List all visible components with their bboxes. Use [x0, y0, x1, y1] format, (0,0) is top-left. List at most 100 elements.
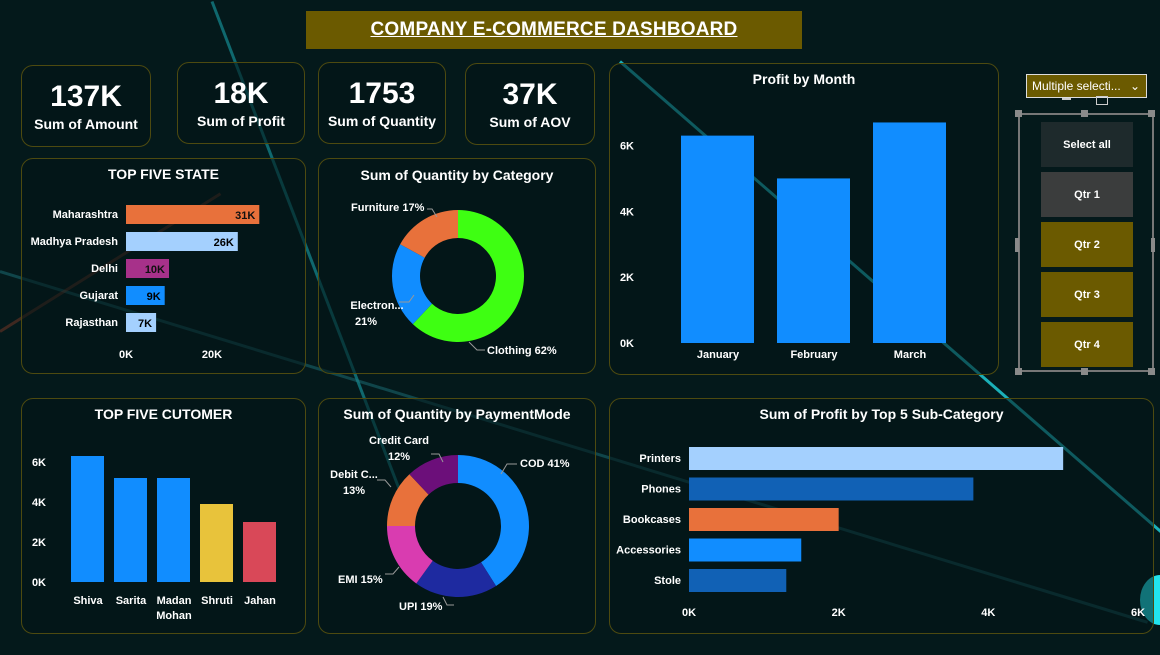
- payment-donut-panel[interactable]: Sum of Quantity by PaymentMode COD 41% UP…: [318, 398, 596, 634]
- bar[interactable]: [873, 122, 946, 343]
- bar[interactable]: [689, 447, 1064, 470]
- chart-title: TOP FIVE STATE: [108, 166, 219, 182]
- slicer-option-qtr-3[interactable]: Qtr 3: [1041, 272, 1133, 317]
- x-tick-label: January: [697, 349, 740, 361]
- bar-category-label: Rajasthan: [65, 317, 118, 329]
- chart-title: Sum of Profit by Top 5 Sub-Category: [759, 406, 1004, 422]
- bar[interactable]: [71, 456, 104, 582]
- dashboard-title-banner: COMPANY E-COMMERCE DASHBOARD: [306, 11, 802, 49]
- bar-data-label: 7K: [138, 318, 152, 330]
- slice-label: 13%: [343, 485, 365, 497]
- x-tick-label: Mohan: [156, 610, 192, 622]
- profit-by-month-panel[interactable]: Profit by Month 0K 2K 4K 6K January February M…: [609, 63, 999, 375]
- category-donut-panel[interactable]: Sum of Quantity by Category Clothing 62%…: [318, 158, 596, 374]
- bar[interactable]: [157, 478, 190, 582]
- donut-slice[interactable]: [387, 474, 429, 526]
- bar-data-label: 10K: [145, 264, 165, 276]
- y-tick-label: 0K: [620, 338, 634, 350]
- top-customers-panel[interactable]: TOP FIVE CUTOMER 0K 2K 4K 6K Shiva Sarita Mada…: [21, 398, 306, 634]
- visual-header-icons: [1062, 96, 1122, 108]
- x-tick-label: 0K: [119, 349, 133, 361]
- slice-leader-line: [385, 566, 400, 575]
- donut-slice[interactable]: [409, 455, 458, 495]
- resize-handle[interactable]: [1148, 368, 1155, 375]
- donut-slice[interactable]: [458, 455, 529, 586]
- y-tick-label: 6K: [32, 457, 46, 469]
- donut-slice[interactable]: [412, 210, 524, 342]
- slice-leader-line: [427, 208, 438, 218]
- bar[interactable]: [114, 478, 147, 582]
- bar[interactable]: [689, 569, 787, 592]
- slice-label: Credit Card: [369, 435, 429, 447]
- resize-handle[interactable]: [1015, 110, 1022, 117]
- resize-handle[interactable]: [1148, 110, 1155, 117]
- bar-category-label: Printers: [639, 453, 681, 465]
- bar[interactable]: [689, 477, 974, 501]
- kpi-label: Sum of AOV: [489, 114, 571, 130]
- x-tick-label: Shruti: [201, 595, 233, 607]
- slicer-option-qtr-1[interactable]: Qtr 1: [1041, 172, 1133, 217]
- bar-category-label: Maharashtra: [53, 209, 119, 221]
- top-states-panel[interactable]: TOP FIVE STATE Maharashtra 31K Madhya Prad…: [21, 158, 306, 374]
- dropdown-value: Multiple selecti...: [1032, 79, 1121, 93]
- payment-donut-chart: COD 41% UPI 19% EMI 15% Debit C... 13% Credit…: [330, 435, 570, 613]
- slice-leader-line: [399, 294, 415, 303]
- donut-slice[interactable]: [387, 526, 433, 584]
- chart-title: Sum of Quantity by Category: [360, 167, 554, 183]
- slice-label: Electron...: [350, 300, 403, 312]
- bar-data-label: 31K: [235, 210, 255, 222]
- bar[interactable]: [689, 508, 839, 531]
- donut-slice[interactable]: [416, 560, 497, 597]
- bar[interactable]: [126, 259, 169, 278]
- resize-handle[interactable]: [1081, 110, 1088, 117]
- slice-label: Debit C...: [330, 469, 378, 481]
- donut-slice[interactable]: [392, 244, 432, 325]
- y-tick-label: 6K: [620, 141, 634, 153]
- chevron-down-icon: ⌄: [1130, 79, 1141, 93]
- y-tick-label: 2K: [32, 537, 46, 549]
- bar[interactable]: [777, 178, 850, 343]
- bar-category-label: Delhi: [91, 263, 118, 275]
- bar[interactable]: [689, 538, 802, 562]
- kpi-card-profit[interactable]: 18K Sum of Profit: [177, 62, 305, 144]
- bar[interactable]: [243, 522, 276, 582]
- slice-label: Furniture 17%: [351, 202, 425, 214]
- subcategory-panel[interactable]: Sum of Profit by Top 5 Sub-Category Prin…: [609, 398, 1154, 634]
- chart-title: Sum of Quantity by PaymentMode: [343, 406, 571, 422]
- kpi-card-amount[interactable]: 137K Sum of Amount: [21, 65, 151, 147]
- bar-category-label: Madhya Pradesh: [31, 236, 119, 248]
- kpi-label: Sum of Amount: [34, 116, 138, 132]
- donut-slice[interactable]: [400, 210, 458, 258]
- slice-leader-line: [500, 463, 517, 475]
- subcategory-chart: Printers Phones Bookcases Accessories Stole 0…: [616, 447, 1145, 619]
- bar[interactable]: [126, 232, 238, 251]
- x-tick-label: March: [894, 349, 927, 361]
- bar-category-label: Bookcases: [623, 514, 681, 526]
- resize-handle[interactable]: [1015, 368, 1022, 375]
- bar[interactable]: [126, 313, 157, 332]
- x-tick-label: 6K: [1131, 607, 1145, 619]
- bar[interactable]: [681, 135, 754, 343]
- y-tick-label: 2K: [620, 272, 634, 284]
- resize-handle[interactable]: [1015, 238, 1019, 252]
- x-tick-label: 20K: [202, 349, 222, 361]
- x-tick-label: Jahan: [244, 595, 276, 607]
- filter-icon[interactable]: [1062, 98, 1071, 100]
- bar-category-label: Accessories: [616, 545, 681, 557]
- slicer-option-qtr-4[interactable]: Qtr 4: [1041, 322, 1133, 367]
- slice-leader-line: [442, 596, 454, 606]
- resize-handle[interactable]: [1151, 238, 1155, 252]
- slicer-option-select-all[interactable]: Select all: [1041, 122, 1133, 167]
- category-donut-chart: Clothing 62% Electron... 21% Furniture 17%: [350, 202, 556, 357]
- slicer-option-qtr-2[interactable]: Qtr 2: [1041, 222, 1133, 267]
- bar[interactable]: [126, 205, 260, 224]
- focus-mode-icon[interactable]: [1096, 96, 1108, 105]
- bar[interactable]: [126, 286, 165, 305]
- y-tick-label: 0K: [32, 577, 46, 589]
- kpi-card-quantity[interactable]: 1753 Sum of Quantity: [318, 62, 446, 144]
- kpi-card-aov[interactable]: 37K Sum of AOV: [465, 63, 595, 145]
- quarter-dropdown[interactable]: Multiple selecti... ⌄: [1026, 74, 1147, 98]
- resize-handle[interactable]: [1081, 368, 1088, 375]
- bar[interactable]: [200, 504, 233, 582]
- slice-leader-line: [468, 341, 485, 351]
